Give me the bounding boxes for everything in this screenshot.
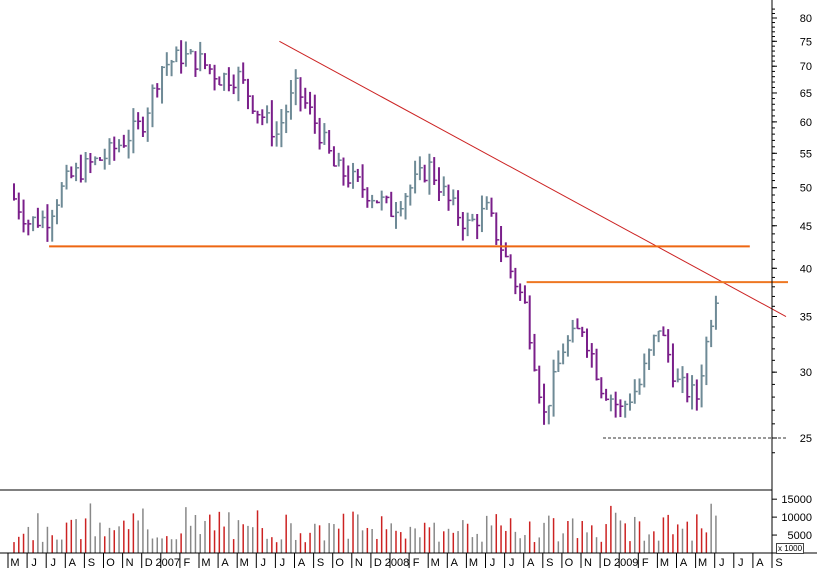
x-tick-label: A	[680, 557, 688, 568]
x-tick-label: S	[775, 557, 782, 568]
y-tick-label: 75	[800, 36, 812, 48]
price-bars	[13, 40, 719, 425]
x-tick-label: J	[509, 557, 515, 568]
x-tick-label: D	[374, 557, 382, 568]
x-tick-label: J	[738, 557, 744, 568]
x-tick-label: M	[10, 557, 19, 568]
y-tick-label: 70	[800, 61, 812, 73]
x-tick-label: A	[221, 557, 229, 568]
x-tick-label: N	[355, 557, 363, 568]
x-tick-label: F	[413, 557, 420, 568]
x-tick-label: M	[431, 557, 440, 568]
x-tick-label: F	[642, 557, 649, 568]
y-tick-label: 80	[800, 13, 812, 25]
x-tick-label: A	[527, 557, 535, 568]
x-tick-label: 2009	[614, 557, 638, 568]
y-tick-label: 60	[800, 117, 812, 129]
y-tick-label: 35	[800, 312, 812, 324]
y-tick-label: 50	[800, 183, 812, 195]
x-tick-label: J	[280, 557, 286, 568]
x-tick-label: S	[88, 557, 95, 568]
x-tick-label: A	[451, 557, 459, 568]
y-tick-label: 55	[800, 148, 812, 160]
volume-bars	[13, 503, 717, 553]
y-tick-label: 40	[800, 263, 812, 275]
x-tick-label: A	[298, 557, 306, 568]
x-tick-label: F	[184, 557, 191, 568]
x-tick-label: N	[126, 557, 134, 568]
x-tick-label: J	[719, 557, 725, 568]
x-tick-label: J	[31, 557, 37, 568]
y-tick-label: 65	[800, 88, 812, 100]
x-tick-label: M	[660, 557, 669, 568]
y-tick-label: 25	[800, 433, 812, 445]
x-tick-label: D	[145, 557, 153, 568]
x-tick-label: N	[584, 557, 592, 568]
x-tick-label: M	[240, 557, 249, 568]
x-tick-label: 2007	[156, 557, 180, 568]
y-tick-label: 45	[800, 221, 812, 233]
annotation-lines	[49, 40, 788, 439]
x-tick-label: A	[756, 557, 764, 568]
x-tick-label: M	[698, 557, 707, 568]
x-tick-label: A	[69, 557, 77, 568]
x-tick-label: J	[490, 557, 496, 568]
x-tick-label: S	[546, 557, 553, 568]
y-tick-label: 30	[800, 367, 812, 379]
vol-tick-label: 15000	[781, 494, 812, 506]
x-tick-label: J	[50, 557, 56, 568]
x-tick-label: O	[565, 557, 574, 568]
x-tick-label: 2008	[385, 557, 409, 568]
x-tick-label: S	[317, 557, 324, 568]
trend-line	[279, 40, 787, 317]
x-tick-label: J	[261, 557, 267, 568]
x-tick-label: M	[201, 557, 210, 568]
x-tick-label: M	[469, 557, 478, 568]
vol-tick-label: 10000	[781, 512, 812, 524]
vol-tick-label: 5000	[788, 530, 812, 542]
x-tick-label: O	[335, 557, 344, 568]
x-tick-label: O	[106, 557, 115, 568]
x-tick-label: D	[603, 557, 611, 568]
volume-unit-label: x 1000	[776, 543, 805, 554]
